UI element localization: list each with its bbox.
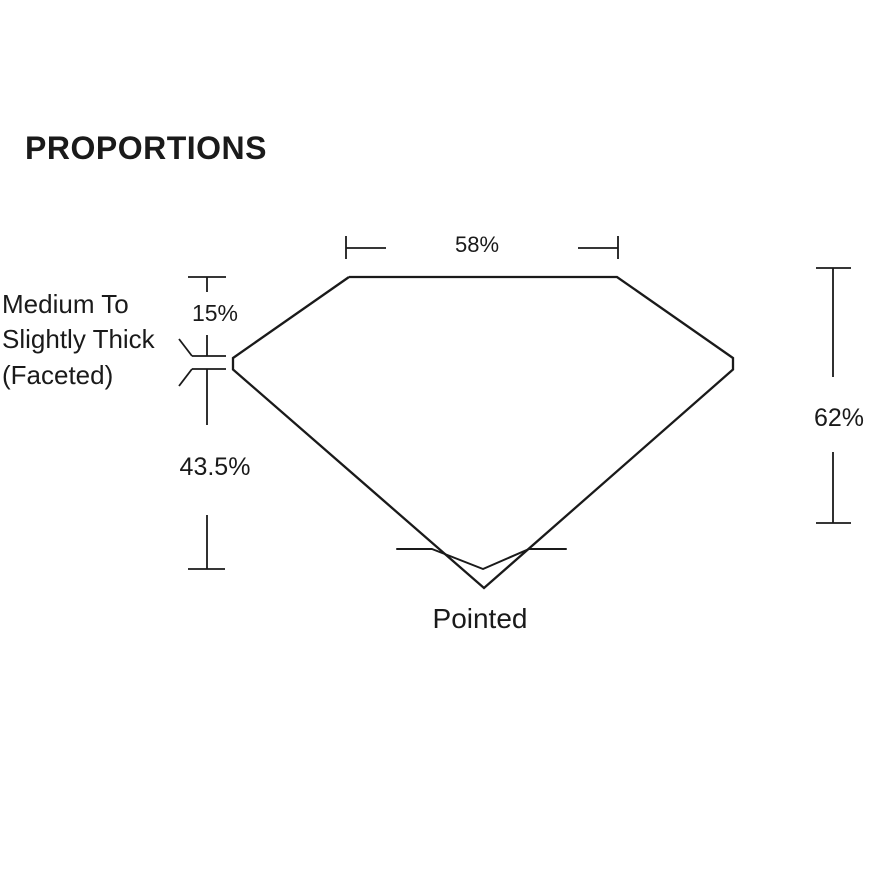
svg-text:43.5%: 43.5%: [180, 453, 251, 481]
svg-text:62%: 62%: [814, 404, 864, 432]
svg-text:58%: 58%: [455, 232, 499, 257]
svg-text:Pointed: Pointed: [433, 603, 528, 634]
